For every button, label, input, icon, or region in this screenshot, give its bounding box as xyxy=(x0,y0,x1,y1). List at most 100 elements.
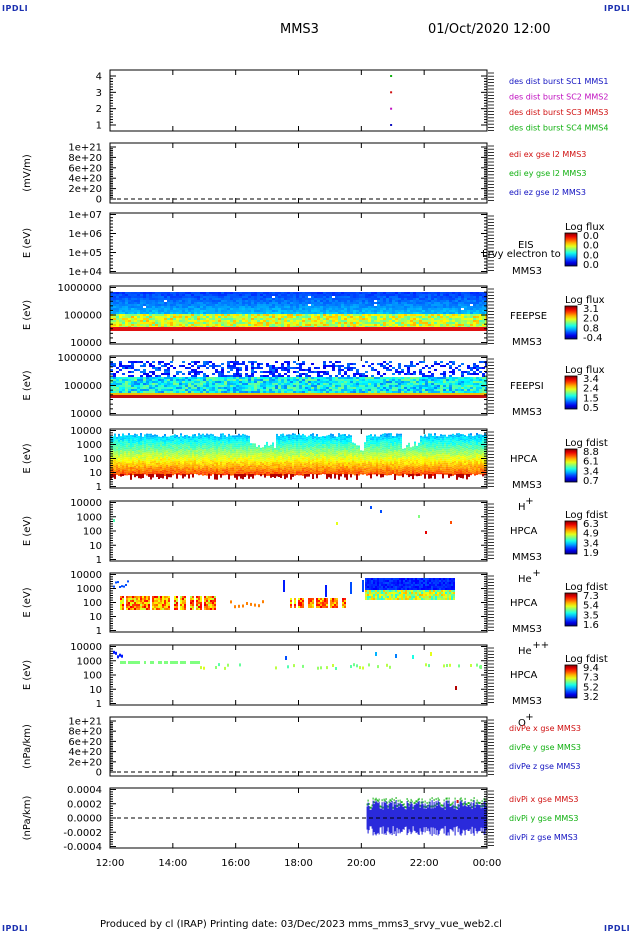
hpca_h-plot-area xyxy=(110,433,487,480)
panel-eis: 1e+04 1e+05 1e+06 1e+07 E (eV) EIS MMS3 Lrvy el… xyxy=(22,210,605,278)
feepsi-instrument-name: FEEPSI xyxy=(510,381,544,392)
hpca_he-species-label: He xyxy=(518,574,532,585)
burst-ytick-label: 2 xyxy=(96,104,102,115)
eis-ytick-label: 1e+06 xyxy=(68,229,102,240)
edi-ylabel: (mV/m) xyxy=(22,154,33,192)
hpca_o-colorbar-value: 5.2 xyxy=(583,682,599,693)
x-tick-label: 14:00 xyxy=(158,858,187,869)
divpe-ytick-label: 6e+20 xyxy=(68,737,102,748)
hpca_h-colorbar-value: 0.7 xyxy=(583,476,599,487)
divpe-ytick-label: 2e+20 xyxy=(68,757,102,768)
edi-legend-item: edi ey gse l2 MMS3 xyxy=(509,169,587,178)
hpca_hepp-ylabel: E (eV) xyxy=(22,587,33,617)
edi-ytick-label: 4e+20 xyxy=(68,174,102,185)
hpca_hepp-ytick-label: 1000 xyxy=(77,584,102,595)
hpca_o-spacecraft-label: MMS3 xyxy=(512,696,542,707)
divpe-legend-item: divPe y gse MMS3 xyxy=(509,743,581,752)
edi-ytick-label: 2e+20 xyxy=(68,184,102,195)
hpca_o-ytick-label: 10000 xyxy=(70,642,102,653)
corner-label-bottom-left: IPDLI xyxy=(2,924,29,933)
corner-label-top-right: IPDLI xyxy=(604,4,630,13)
x-tick-label: 00:00 xyxy=(473,858,502,869)
divpe-ytick-label: 1e+21 xyxy=(68,717,102,728)
divpe-ytick-label: 4e+20 xyxy=(68,747,102,758)
divpe-ytick-label: 0 xyxy=(96,768,102,779)
datetime-title: 01/Oct/2020 12:00 xyxy=(428,22,551,37)
feepse-ylabel: E (eV) xyxy=(22,300,33,330)
hpca_o-colorbar-value: 7.3 xyxy=(583,673,599,684)
hpca_hepp-ytick-label: 100 xyxy=(83,598,102,609)
hpca_o-plot-area xyxy=(113,650,482,690)
eis-colorbar-title: Log flux xyxy=(565,222,605,233)
hpca_hepp-colorbar-value: 5.4 xyxy=(583,601,599,612)
feepsi-yellow-band xyxy=(110,393,487,395)
burst-legend-item: des dist burst SC2 MMS2 xyxy=(509,93,608,102)
divpi-legend-item: divPi x gse MMS3 xyxy=(509,795,578,804)
edi-legend-item: edi ez gse l2 MMS3 xyxy=(509,188,586,197)
eis-colorbar-value: 0.0 xyxy=(583,260,599,271)
hpca_h-instrument-name: HPCA xyxy=(510,454,538,465)
corner-label-bottom-right: IPDLI xyxy=(604,924,630,933)
eis-ytick-label: 1e+04 xyxy=(68,267,102,278)
burst-mark-1 xyxy=(390,124,393,126)
eis-colorbar-value: 0.0 xyxy=(583,231,599,242)
hpca_o-ytick-label: 1000 xyxy=(77,656,102,667)
feepsi-red-band xyxy=(110,395,487,398)
divpi-plot-area xyxy=(366,797,487,836)
hpca_h-colorbar-value: 8.8 xyxy=(583,447,599,458)
feepsi-ytick-label: 100000 xyxy=(64,381,102,392)
divpe-ylabel: (nPa/km) xyxy=(22,724,33,769)
feepsi-ylabel: E (eV) xyxy=(22,370,33,400)
x-tick-label: 22:00 xyxy=(410,858,439,869)
feepse-ytick-label: 10000 xyxy=(70,338,102,349)
divpe-frame xyxy=(109,716,488,777)
feepse-plot-area xyxy=(110,292,487,331)
feepse-ytick-label: 1000000 xyxy=(57,283,102,294)
edi-ytick-label: 8e+20 xyxy=(68,153,102,164)
hpca_o-ytick-label: 1 xyxy=(96,699,102,710)
feepsi-colorbar-value: 1.5 xyxy=(583,393,599,404)
hpca_hepp-colorbar-value: 7.3 xyxy=(583,591,599,602)
hpca_he-colorbar xyxy=(564,520,578,555)
feepsi-colorbar-value: 0.5 xyxy=(583,403,599,414)
hpca_hepp-plot-area xyxy=(113,578,455,610)
burst-mark-3 xyxy=(390,91,393,94)
hpca_hepp-spacecraft-label: MMS3 xyxy=(512,624,542,635)
hpca_hepp-ytick-label: 1 xyxy=(96,626,102,637)
hpca_h-colorbar xyxy=(564,448,578,483)
eis-instrument-name: EIS xyxy=(518,240,534,251)
feepsi-colorbar-value: 2.4 xyxy=(583,384,599,395)
x-tick-label: 16:00 xyxy=(221,858,250,869)
hpca_o-species-charge: + xyxy=(525,712,533,723)
edi-ytick-label: 1e+21 xyxy=(68,143,102,154)
panel-feepse: 10000 100000 1000000 E (eV) FEEPSE MMS3 Log fl… xyxy=(22,283,605,349)
hpca_h-spacecraft-label: MMS3 xyxy=(512,480,542,491)
hpca_hepp-colorbar-value: 3.5 xyxy=(583,610,599,621)
hpca_he-ytick-label: 10000 xyxy=(70,498,102,509)
feepsi-ytick-label: 10000 xyxy=(70,409,102,420)
edi-frame xyxy=(109,142,488,204)
hpca_hepp-colorbar xyxy=(564,592,578,627)
hpca_h-ytick-label: 1000 xyxy=(77,440,102,451)
burst-frame xyxy=(109,69,488,132)
hpca_h-colorbar-title: Log fdist xyxy=(565,438,608,449)
burst-plot-area xyxy=(390,75,393,126)
feepse-colorbar-value: 0.8 xyxy=(583,323,599,334)
eis-colorbar-value: 0.0 xyxy=(583,250,599,261)
x-tick-label: 20:00 xyxy=(347,858,376,869)
edi-ytick-label: 6e+20 xyxy=(68,163,102,174)
burst-mark-4 xyxy=(390,75,393,77)
feepse-colorbar xyxy=(564,305,578,340)
eis-ylabel: E (eV) xyxy=(22,228,33,258)
hpca_o-colorbar-value: 9.4 xyxy=(583,663,599,674)
eis-ytick-label: 1e+07 xyxy=(68,210,102,221)
hpca_o-ytick-label: 10 xyxy=(89,685,102,696)
hpca_o-ytick-label: 100 xyxy=(83,671,102,682)
hpca_he-species-charge: + xyxy=(532,568,540,579)
burst-legend-item: des dist burst SC1 MMS1 xyxy=(509,77,608,86)
hpca_h-ytick-label: 10000 xyxy=(70,426,102,437)
eis-colorbar xyxy=(564,232,578,267)
